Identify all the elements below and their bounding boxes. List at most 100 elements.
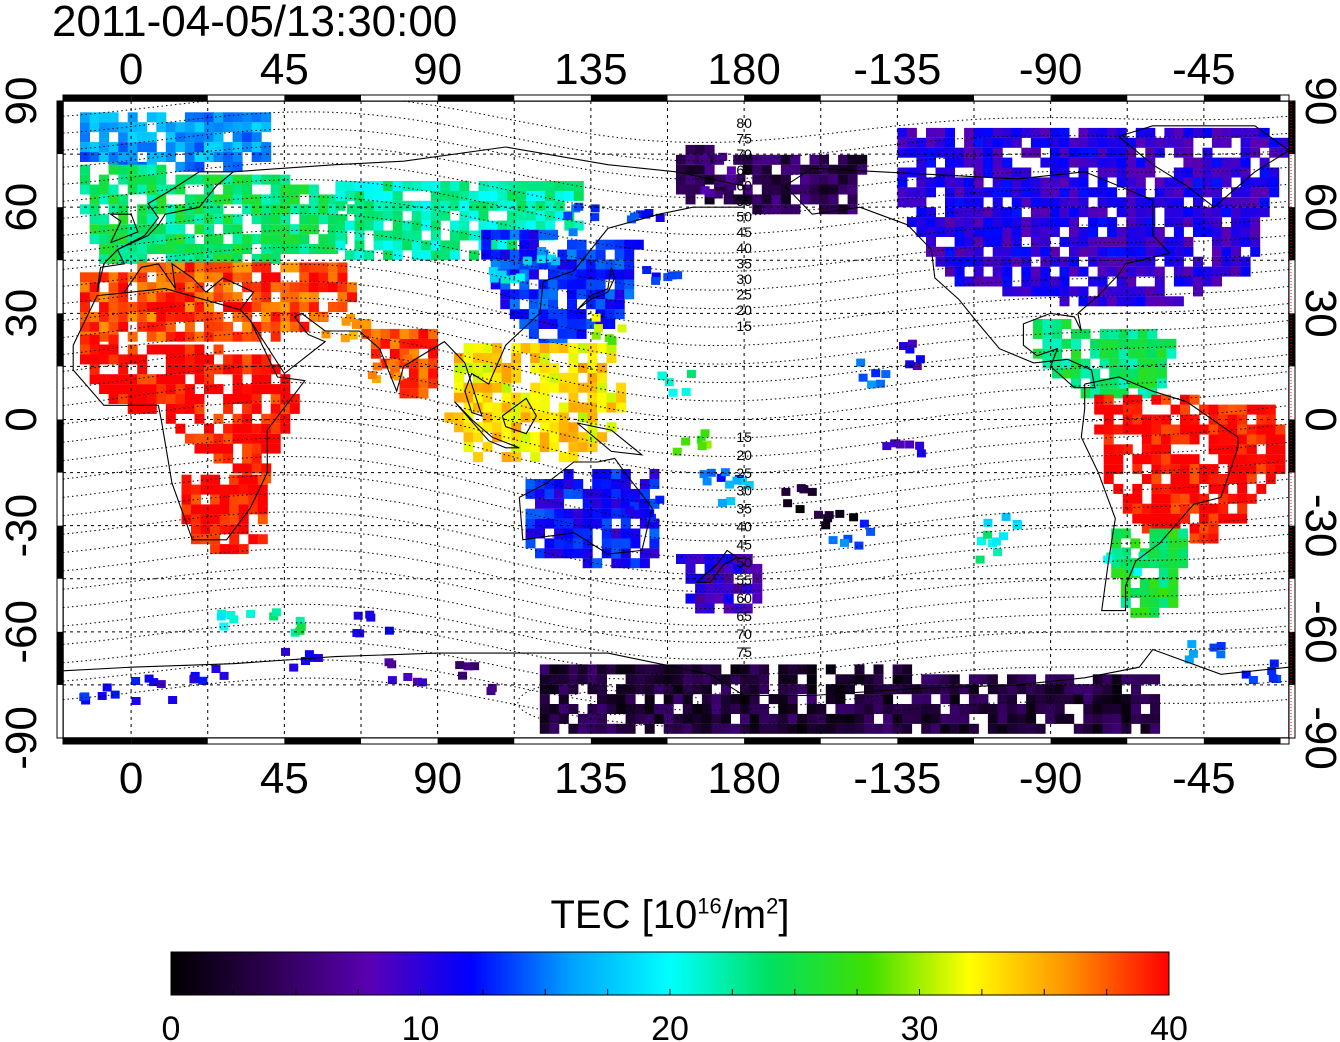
tec-cell — [213, 384, 224, 395]
tec-cell — [601, 518, 612, 529]
tec-cell — [1078, 177, 1089, 188]
tec-cell — [1147, 378, 1158, 389]
tec-cell — [881, 370, 891, 379]
tec-cell — [213, 311, 224, 322]
tec-cell — [1173, 266, 1184, 277]
tec-cell — [592, 469, 603, 479]
tec-cell — [1016, 684, 1027, 695]
tec-cell — [89, 122, 100, 133]
tec-cell — [624, 259, 635, 270]
tec-cell — [601, 479, 612, 489]
tec-cell — [213, 142, 224, 153]
magnetic-pole-contour — [562, 690, 654, 716]
tec-cell — [549, 362, 560, 373]
tec-cell — [567, 309, 577, 320]
tec-cell — [430, 181, 441, 191]
tec-cell — [1154, 177, 1165, 188]
tec-cell — [99, 234, 110, 245]
tec-cell — [146, 164, 157, 175]
border-tick-black — [1203, 738, 1281, 744]
tec-cell — [1173, 217, 1184, 228]
tec-cell — [213, 364, 224, 375]
tec-cell — [251, 423, 262, 434]
tec-cell — [257, 534, 268, 545]
tec-cell — [89, 234, 100, 245]
tec-cell — [213, 152, 224, 162]
tec-cell — [194, 433, 205, 444]
tec-cell — [992, 227, 1003, 237]
tec-cell — [625, 506, 635, 515]
tec-cell — [1237, 404, 1248, 415]
tec-cell — [308, 311, 319, 322]
tec-cell — [1078, 137, 1089, 148]
tec-region-central-asia — [335, 181, 584, 261]
tec-cell — [156, 184, 167, 195]
tec-cell — [911, 713, 922, 724]
tec-cell — [592, 508, 603, 519]
tec-cell — [563, 212, 573, 220]
tec-cell — [601, 508, 612, 519]
tec-cell — [232, 354, 243, 365]
tec-cell — [200, 484, 211, 495]
tec-cell — [1026, 684, 1037, 695]
tec-cell — [80, 122, 90, 133]
tec-cell — [463, 432, 474, 443]
magnetic-latitude-contour — [63, 314, 1289, 384]
tec-cell — [204, 331, 214, 342]
tec-cell — [620, 528, 631, 539]
tec-cell — [289, 204, 300, 215]
tec-cell — [403, 354, 413, 363]
tec-cell — [118, 364, 129, 375]
tec-cell — [289, 321, 300, 332]
tec-cell — [146, 311, 157, 322]
tec-cell — [1121, 713, 1132, 724]
tec-cell — [1199, 533, 1210, 544]
tec-cell — [535, 508, 545, 519]
tec-cell — [800, 174, 810, 185]
tec-cell — [549, 382, 560, 393]
tec-cell — [1135, 157, 1146, 168]
tec-cell — [459, 181, 470, 191]
tec-cell — [902, 713, 913, 724]
tec-cell — [1088, 137, 1099, 148]
tec-cell — [1049, 246, 1060, 257]
border-tick-black — [284, 738, 361, 744]
tec-cell — [392, 230, 403, 241]
tec-cell — [1170, 404, 1181, 415]
tec-cell — [778, 713, 789, 724]
tec-cell — [165, 384, 176, 395]
tec-cell — [655, 214, 665, 222]
tec-cell — [194, 152, 205, 162]
tec-cell — [440, 190, 451, 201]
tec-cell — [563, 548, 574, 559]
tec-cell — [430, 240, 441, 251]
tec-cell — [549, 442, 560, 453]
tec-cell — [238, 544, 249, 555]
tec-cell — [1145, 296, 1156, 307]
tec-cell — [644, 723, 655, 734]
tec-cell — [530, 432, 541, 443]
tec-cell — [973, 127, 984, 138]
tec-cell — [354, 220, 365, 231]
tec-cell — [1118, 328, 1129, 339]
tec-cell — [538, 289, 549, 300]
tec-cell — [616, 382, 627, 393]
tec-cell — [1069, 137, 1079, 148]
tec-cell — [954, 276, 965, 287]
tec-cell — [911, 684, 922, 695]
tec-cell — [1164, 127, 1175, 138]
tec-cell — [492, 362, 503, 373]
tec-cell — [165, 214, 176, 225]
tec-cell — [740, 694, 750, 705]
tec-cell — [1069, 217, 1079, 228]
tec-cell — [537, 247, 547, 255]
tec-cell — [144, 674, 154, 683]
tec-cell — [711, 674, 722, 685]
tec-cell — [1132, 503, 1143, 514]
tec-cell — [1170, 434, 1181, 445]
tec-cell — [184, 344, 195, 355]
tec-cell — [1139, 607, 1150, 618]
tec-cell — [1212, 266, 1222, 277]
tec-cell — [577, 432, 588, 443]
tec-cell — [223, 423, 234, 434]
